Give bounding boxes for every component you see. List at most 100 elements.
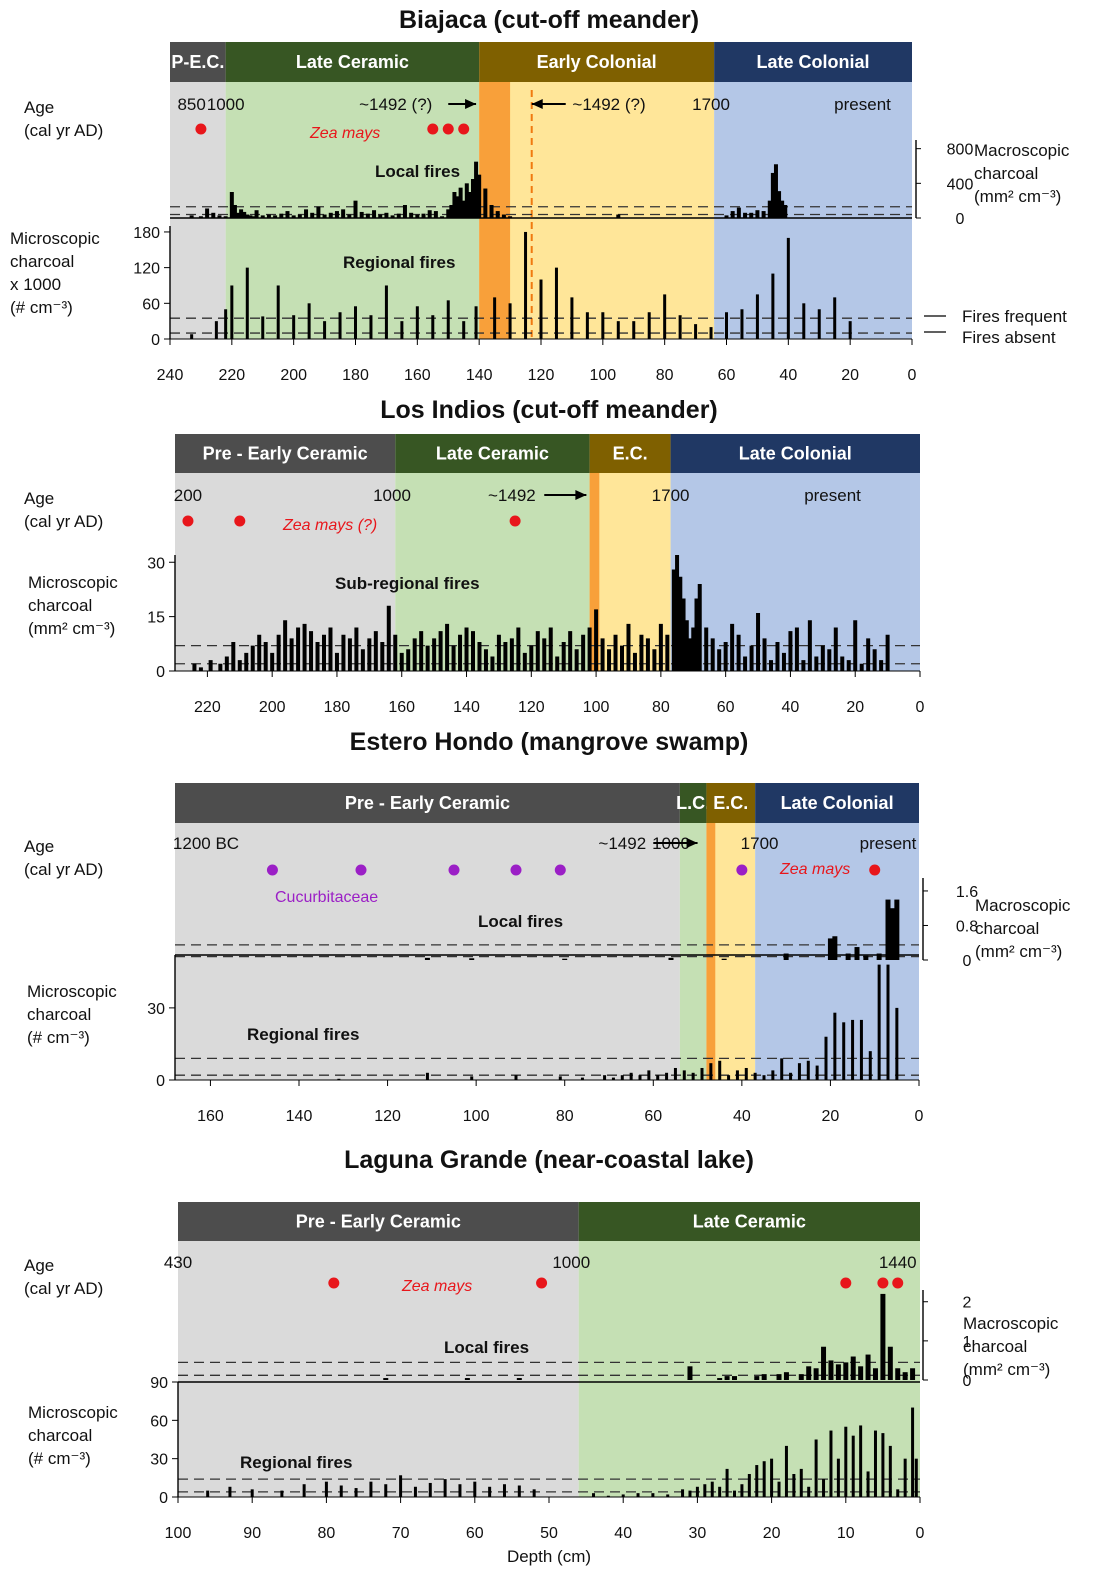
left-tick-label: 30 [147, 1001, 165, 1018]
charcoal-bar [587, 627, 592, 671]
micro-axis-label: (# cm⁻³) [28, 1449, 91, 1468]
charcoal-bar [754, 1376, 760, 1380]
right-tick-label: 800 [947, 142, 974, 159]
charcoal-bar [254, 210, 259, 218]
charcoal-bar [502, 1484, 506, 1497]
zea-mays-label: Zea mays (?) [282, 517, 377, 534]
zea-mays-marker [234, 515, 246, 527]
charcoal-bar [260, 215, 265, 218]
macro-axis-label: Macroscopic [975, 896, 1071, 915]
left-tick-label: 30 [150, 1452, 168, 1469]
charcoal-bar [396, 213, 401, 218]
depth-tick-label: 20 [841, 367, 859, 384]
age-label: ~1492 (?) [572, 95, 645, 114]
age-label: 1000 [373, 486, 411, 505]
depth-tick-label: 100 [589, 367, 616, 384]
charcoal-bar [710, 638, 715, 671]
depth-tick-label: 60 [466, 1525, 484, 1542]
charcoal-bar [886, 964, 890, 1080]
charcoal-bar [257, 634, 262, 671]
charcoal-bar [859, 1019, 863, 1080]
depth-tick-label: 220 [194, 699, 221, 716]
charcoal-bar [776, 1374, 782, 1380]
charcoal-bar [872, 649, 877, 671]
cucurbitaceae-marker [510, 864, 522, 876]
depth-tick-label: 80 [556, 1108, 574, 1125]
charcoal-bar [248, 215, 253, 218]
charcoal-bar [400, 321, 404, 339]
charcoal-bar [206, 1490, 210, 1497]
charcoal-bar [645, 638, 650, 671]
charcoal-bar [780, 1058, 784, 1080]
charcoal-bar [903, 1458, 907, 1497]
series-title: Regional fires [247, 1025, 359, 1044]
micro-axis-label: Microscopic [27, 982, 117, 1001]
charcoal-bar [859, 1425, 863, 1497]
charcoal-bar [359, 211, 364, 218]
charcoal-bar [835, 1364, 841, 1380]
charcoal-bar [736, 634, 741, 671]
charcoal-bar [749, 212, 754, 218]
charcoal-bar [432, 638, 437, 671]
charcoal-bar [691, 1072, 695, 1080]
left-tick-label: 120 [133, 261, 160, 278]
charcoal-bar [242, 211, 247, 218]
charcoal-bar [250, 1489, 254, 1497]
period-band [679, 783, 707, 823]
depth-tick-label: 20 [822, 1108, 840, 1125]
charcoal-bar [228, 1486, 232, 1497]
charcoal-bar [665, 1072, 669, 1080]
charcoal-bar [508, 216, 513, 218]
charcoal-bar [845, 953, 851, 960]
macro-axis-label: Macroscopic [963, 1314, 1059, 1333]
depth-tick-label: 20 [763, 1525, 781, 1542]
charcoal-bar [585, 312, 589, 339]
charcoal-bar [561, 642, 566, 671]
charcoal-bar [237, 660, 242, 671]
charcoal-bar [261, 316, 265, 339]
charcoal-bar [413, 1486, 417, 1497]
right-tick-label: 2 [963, 1295, 972, 1312]
left-tick-label: 90 [150, 1375, 168, 1392]
charcoal-bar [399, 1475, 403, 1497]
charcoal-bar [471, 631, 475, 671]
depth-tick-label: 160 [404, 367, 431, 384]
charcoal-bar [353, 200, 358, 218]
charcoal-bar [668, 957, 674, 960]
charcoal-bar [872, 1368, 878, 1380]
depth-tick-label: 100 [165, 1525, 192, 1542]
age-axis-label: (cal yr AD) [24, 512, 103, 531]
right-tick-label: 1.6 [956, 884, 978, 901]
period-band [706, 783, 756, 823]
micro-axis-label: charcoal [28, 1426, 92, 1445]
charcoal-bar [801, 660, 806, 671]
charcoal-bar [833, 297, 837, 339]
charcoal-bar [817, 309, 821, 339]
charcoal-bar [877, 964, 881, 1080]
charcoal-bar [600, 638, 605, 671]
left-tick-label: 0 [156, 1073, 165, 1090]
charcoal-bar [710, 1481, 714, 1497]
charcoal-bar [473, 1481, 477, 1497]
charcoal-bar [236, 212, 241, 218]
charcoal-bar [620, 1075, 624, 1080]
charcoal-bar [464, 627, 469, 671]
age-label: 1700 [652, 486, 690, 505]
charcoal-bar [324, 1481, 328, 1497]
charcoal-bar [723, 642, 728, 671]
charcoal-bar [211, 212, 216, 218]
charcoal-bar [449, 205, 454, 218]
charcoal-bar [665, 634, 670, 671]
charcoal-bar [762, 638, 767, 671]
charcoal-bar [700, 1067, 704, 1080]
charcoal-bar [445, 623, 450, 671]
charcoal-bar [224, 656, 229, 671]
charcoal-bar [477, 642, 482, 671]
charcoal-bar [297, 214, 302, 218]
left-tick-label: 60 [142, 296, 160, 313]
period-label: Late Ceramic [436, 444, 549, 464]
zea-mays-marker [877, 1277, 889, 1289]
charcoal-bar [807, 620, 812, 671]
charcoal-bar [724, 1376, 730, 1380]
charcoal-bar [328, 627, 333, 671]
